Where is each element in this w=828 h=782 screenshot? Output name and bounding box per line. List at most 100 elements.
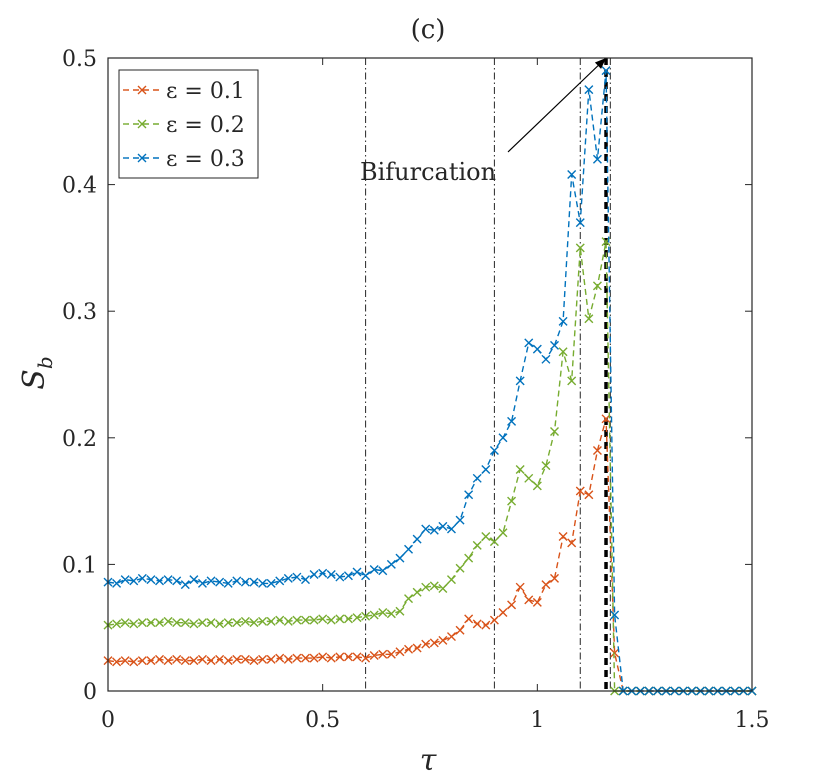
data-point: [421, 582, 431, 592]
data-point: [438, 583, 448, 593]
data-point: [326, 615, 336, 625]
data-point: [215, 654, 225, 664]
data-point: [240, 577, 250, 587]
data-point: [507, 600, 517, 610]
data-point: [369, 610, 379, 620]
data-point: [404, 594, 414, 604]
data-point: [206, 618, 216, 628]
data-point: [438, 521, 448, 531]
data-point: [197, 618, 207, 628]
data-point: [197, 578, 207, 588]
data-point: [446, 575, 456, 585]
legend-entry: ε = 0.3: [123, 147, 245, 172]
data-point: [300, 615, 310, 625]
data-point: [575, 243, 585, 253]
data-point: [550, 340, 560, 350]
data-point: [575, 218, 585, 228]
data-point: [258, 578, 268, 588]
data-point: [507, 496, 517, 506]
series-3: [103, 66, 757, 696]
data-point: [343, 571, 353, 581]
data-point: [266, 578, 276, 588]
data-point: [498, 433, 508, 443]
data-point: [137, 618, 147, 628]
data-point: [112, 657, 122, 667]
data-point: [129, 657, 139, 667]
data-point: [610, 610, 620, 620]
data-point: [429, 525, 439, 535]
data-point: [137, 656, 147, 666]
data-point: [266, 654, 276, 664]
data-point: [300, 653, 310, 663]
data-point: [584, 85, 594, 95]
data-point: [429, 638, 439, 648]
y-axis-title-main: S: [17, 369, 52, 390]
data-point: [498, 528, 508, 538]
annotation-arrow-line: [507, 57, 607, 153]
axes-box: [107, 57, 753, 692]
data-point: [515, 376, 525, 386]
data-point: [404, 644, 414, 654]
data-point: [215, 619, 225, 629]
x-tick-label: 1: [530, 708, 544, 733]
data-point: [386, 649, 396, 659]
data-point: [283, 654, 293, 664]
data-point: [592, 154, 602, 164]
legend-entry: ε = 0.2: [123, 113, 245, 138]
data-point: [180, 580, 190, 590]
data-point: [146, 656, 156, 666]
data-point: [489, 537, 499, 547]
data-point: [412, 587, 422, 597]
data-point: [361, 653, 371, 663]
data-point: [481, 532, 491, 542]
data-point: [309, 653, 319, 663]
data-point: [155, 654, 165, 664]
data-point: [318, 568, 328, 578]
data-point: [223, 578, 233, 588]
y-axis-title-sub: b: [33, 356, 57, 369]
data-point: [129, 576, 139, 586]
y-tick-label: 0.5: [62, 47, 97, 72]
legend-label: ε = 0.3: [166, 147, 245, 172]
data-point: [481, 620, 491, 630]
data-point: [558, 316, 568, 326]
data-point: [567, 169, 577, 179]
data-point: [378, 649, 388, 659]
data-point: [283, 616, 293, 626]
data-point: [498, 608, 508, 618]
data-point: [515, 582, 525, 592]
data-point: [567, 376, 577, 386]
data-point: [292, 615, 302, 625]
legend-marker: [137, 85, 147, 95]
data-point: [421, 524, 431, 534]
data-point: [223, 656, 233, 666]
data-point: [507, 416, 517, 426]
data-point: [112, 578, 122, 588]
data-point: [369, 651, 379, 661]
data-point: [352, 613, 362, 623]
data-point: [515, 464, 525, 474]
data-point: [309, 615, 319, 625]
data-point: [464, 490, 474, 500]
data-point: [343, 652, 353, 662]
chart-title: (c): [411, 15, 446, 45]
data-point: [472, 473, 482, 483]
data-point: [541, 461, 551, 471]
data-point: [283, 573, 293, 583]
data-point: [240, 654, 250, 664]
data-point: [326, 653, 336, 663]
data-point: [489, 445, 499, 455]
axes-layer: 0 0.5 1 1.5 0 0.1 0.2 0.3 0.4 0.5: [62, 47, 770, 733]
data-point: [266, 616, 276, 626]
data-point: [137, 573, 147, 583]
legend-marker: [137, 119, 147, 129]
data-point: [180, 618, 190, 628]
series-line: [107, 70, 752, 692]
data-point: [300, 575, 310, 585]
data-point: [326, 570, 336, 580]
data-point: [146, 575, 156, 585]
svg-text:Sb: Sb: [17, 356, 57, 389]
series-line: [107, 241, 752, 692]
y-tick-label: 0: [83, 680, 97, 705]
data-point: [215, 577, 225, 587]
